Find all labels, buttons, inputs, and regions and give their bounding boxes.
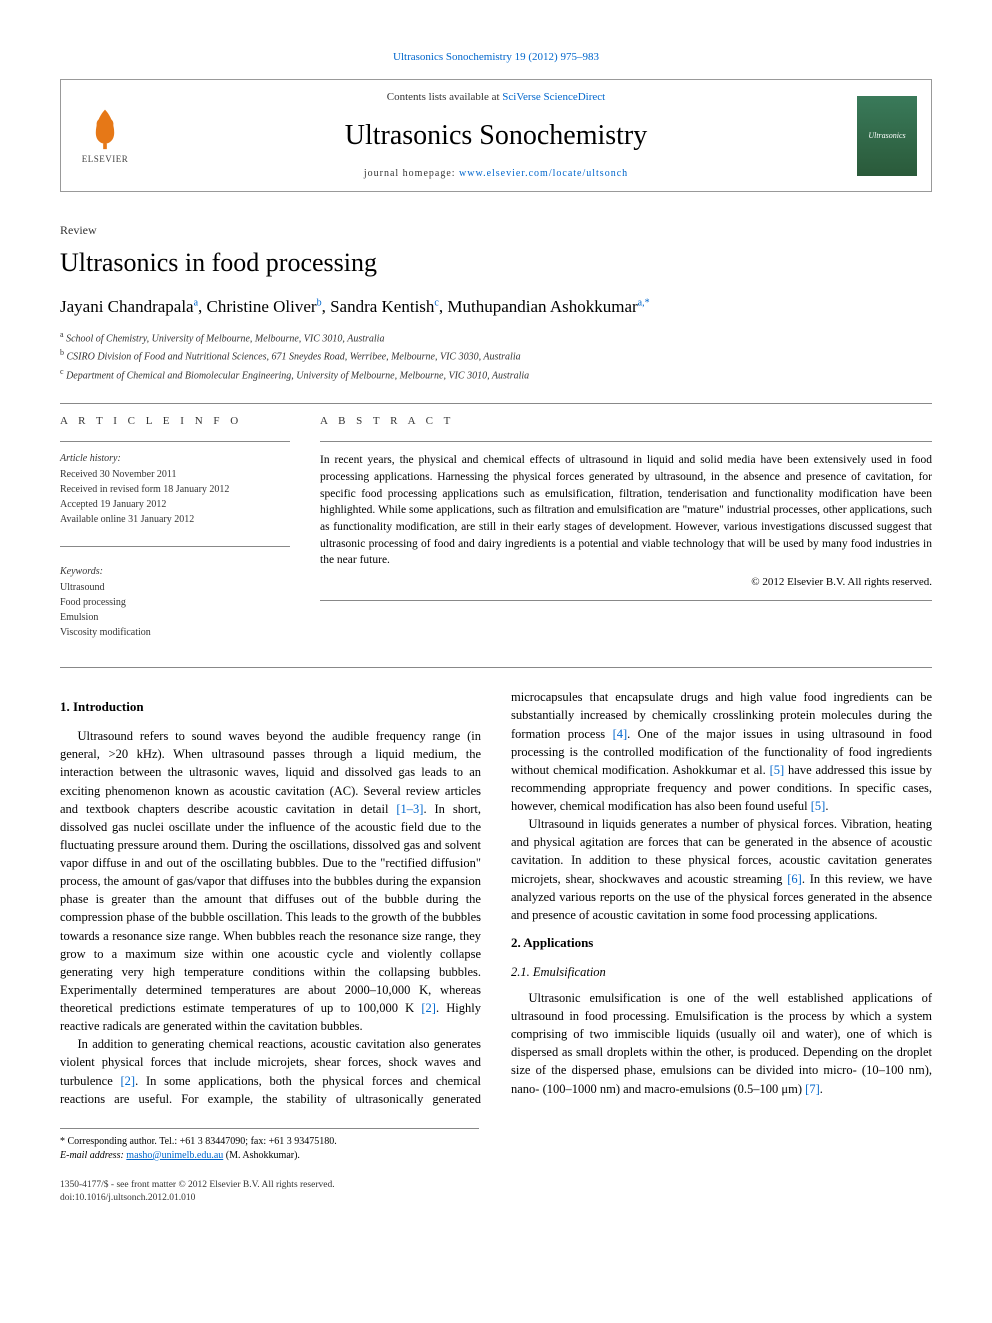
divider xyxy=(320,600,932,601)
cover-title: Ultrasonics xyxy=(868,130,905,141)
ref-2-link[interactable]: [2] xyxy=(421,1001,436,1015)
homepage-link[interactable]: www.elsevier.com/locate/ultsonch xyxy=(459,168,628,179)
publisher-name: ELSEVIER xyxy=(82,153,129,166)
journal-cover-thumb: Ultrasonics xyxy=(857,96,917,176)
body-columns: 1. Introduction Ultrasound refers to sou… xyxy=(60,688,932,1107)
keyword-2: Food processing xyxy=(60,596,290,610)
homepage-prefix: journal homepage: xyxy=(364,168,459,179)
heading-apps: 2. Applications xyxy=(511,934,932,953)
history-label: Article history: xyxy=(60,452,290,466)
ref-2b-link[interactable]: [2] xyxy=(121,1074,136,1088)
heading-intro: 1. Introduction xyxy=(60,698,481,717)
divider xyxy=(60,667,932,668)
keywords-label: Keywords: xyxy=(60,565,290,579)
affil-c-sup: c xyxy=(60,367,64,376)
ref-7-link[interactable]: [7] xyxy=(805,1082,820,1096)
ref-5b-link[interactable]: [5] xyxy=(811,799,826,813)
affil-a: School of Chemistry, University of Melbo… xyxy=(66,333,384,344)
abstract-label: A B S T R A C T xyxy=(320,414,932,429)
email-suffix: (M. Ashokkumar). xyxy=(223,1150,300,1161)
divider xyxy=(60,546,290,547)
sep: , xyxy=(198,297,207,316)
affil-b: CSIRO Division of Food and Nutritional S… xyxy=(67,352,521,363)
affil-b-sup: b xyxy=(60,348,64,357)
contents-prefix: Contents lists available at xyxy=(387,91,502,103)
author-3: Sandra Kentish xyxy=(330,297,434,316)
para-5a: Ultrasonic emulsification is one of the … xyxy=(511,991,932,1096)
journal-name: Ultrasonics Sonochemistry xyxy=(135,116,857,155)
author-1: Jayani Chandrapala xyxy=(60,297,194,316)
masthead: ELSEVIER Contents lists available at Sci… xyxy=(60,79,932,192)
sep: , xyxy=(322,297,331,316)
heading-emul: 2.1. Emulsification xyxy=(511,963,932,981)
author-4: Muthupandian Ashokkumar xyxy=(447,297,637,316)
keyword-3: Emulsion xyxy=(60,611,290,625)
abstract-text: In recent years, the physical and chemic… xyxy=(320,452,932,569)
elsevier-tree-icon xyxy=(82,105,128,151)
history-received: Received 30 November 2011 xyxy=(60,468,290,482)
affiliations: a School of Chemistry, University of Mel… xyxy=(60,329,932,383)
divider xyxy=(60,403,932,404)
history-accepted: Accepted 19 January 2012 xyxy=(60,498,290,512)
ref-4-link[interactable]: [4] xyxy=(613,727,628,741)
contents-line: Contents lists available at SciVerse Sci… xyxy=(135,90,857,105)
sciencedirect-link[interactable]: SciVerse ScienceDirect xyxy=(502,91,605,103)
publisher-logo: ELSEVIER xyxy=(75,101,135,171)
authors-line: Jayani Chandrapalaa, Christine Oliverb, … xyxy=(60,295,932,319)
corr-email-link[interactable]: masho@unimelb.edu.au xyxy=(126,1150,223,1161)
article-type: Review xyxy=(60,222,932,239)
homepage-line: journal homepage: www.elsevier.com/locat… xyxy=(135,167,857,181)
divider xyxy=(320,441,932,442)
author-2: Christine Oliver xyxy=(207,297,317,316)
affil-c: Department of Chemical and Biomolecular … xyxy=(66,370,529,381)
para-5b: . xyxy=(820,1082,823,1096)
corresponding-footnote: * Corresponding author. Tel.: +61 3 8344… xyxy=(60,1128,479,1163)
doi-line: doi:10.1016/j.ultsonch.2012.01.010 xyxy=(60,1192,932,1205)
journal-citation: Ultrasonics Sonochemistry 19 (2012) 975–… xyxy=(60,50,932,65)
article-info-label: A R T I C L E I N F O xyxy=(60,414,290,429)
ref-5-link[interactable]: [5] xyxy=(770,763,785,777)
article-info-col: A R T I C L E I N F O Article history: R… xyxy=(60,414,290,641)
abstract-copyright: © 2012 Elsevier B.V. All rights reserved… xyxy=(320,575,932,590)
corr-tel-fax: * Corresponding author. Tel.: +61 3 8344… xyxy=(60,1135,479,1149)
email-label: E-mail address: xyxy=(60,1150,126,1161)
divider xyxy=(60,441,290,442)
keyword-1: Ultrasound xyxy=(60,581,290,595)
keyword-4: Viscosity modification xyxy=(60,626,290,640)
ref-1-3-link[interactable]: [1–3] xyxy=(396,802,423,816)
article-title: Ultrasonics in food processing xyxy=(60,245,932,281)
history-online: Available online 31 January 2012 xyxy=(60,513,290,527)
ref-6-link[interactable]: [6] xyxy=(787,872,802,886)
affil-a-sup: a xyxy=(60,330,64,339)
abstract-col: A B S T R A C T In recent years, the phy… xyxy=(320,414,932,641)
issn-line: 1350-4177/$ - see front matter © 2012 El… xyxy=(60,1179,932,1192)
author-4-affil: a,* xyxy=(638,298,650,309)
history-revised: Received in revised form 18 January 2012 xyxy=(60,483,290,497)
para-1b: . In short, dissolved gas nuclei oscilla… xyxy=(60,802,481,1015)
para-3d: . xyxy=(825,799,828,813)
